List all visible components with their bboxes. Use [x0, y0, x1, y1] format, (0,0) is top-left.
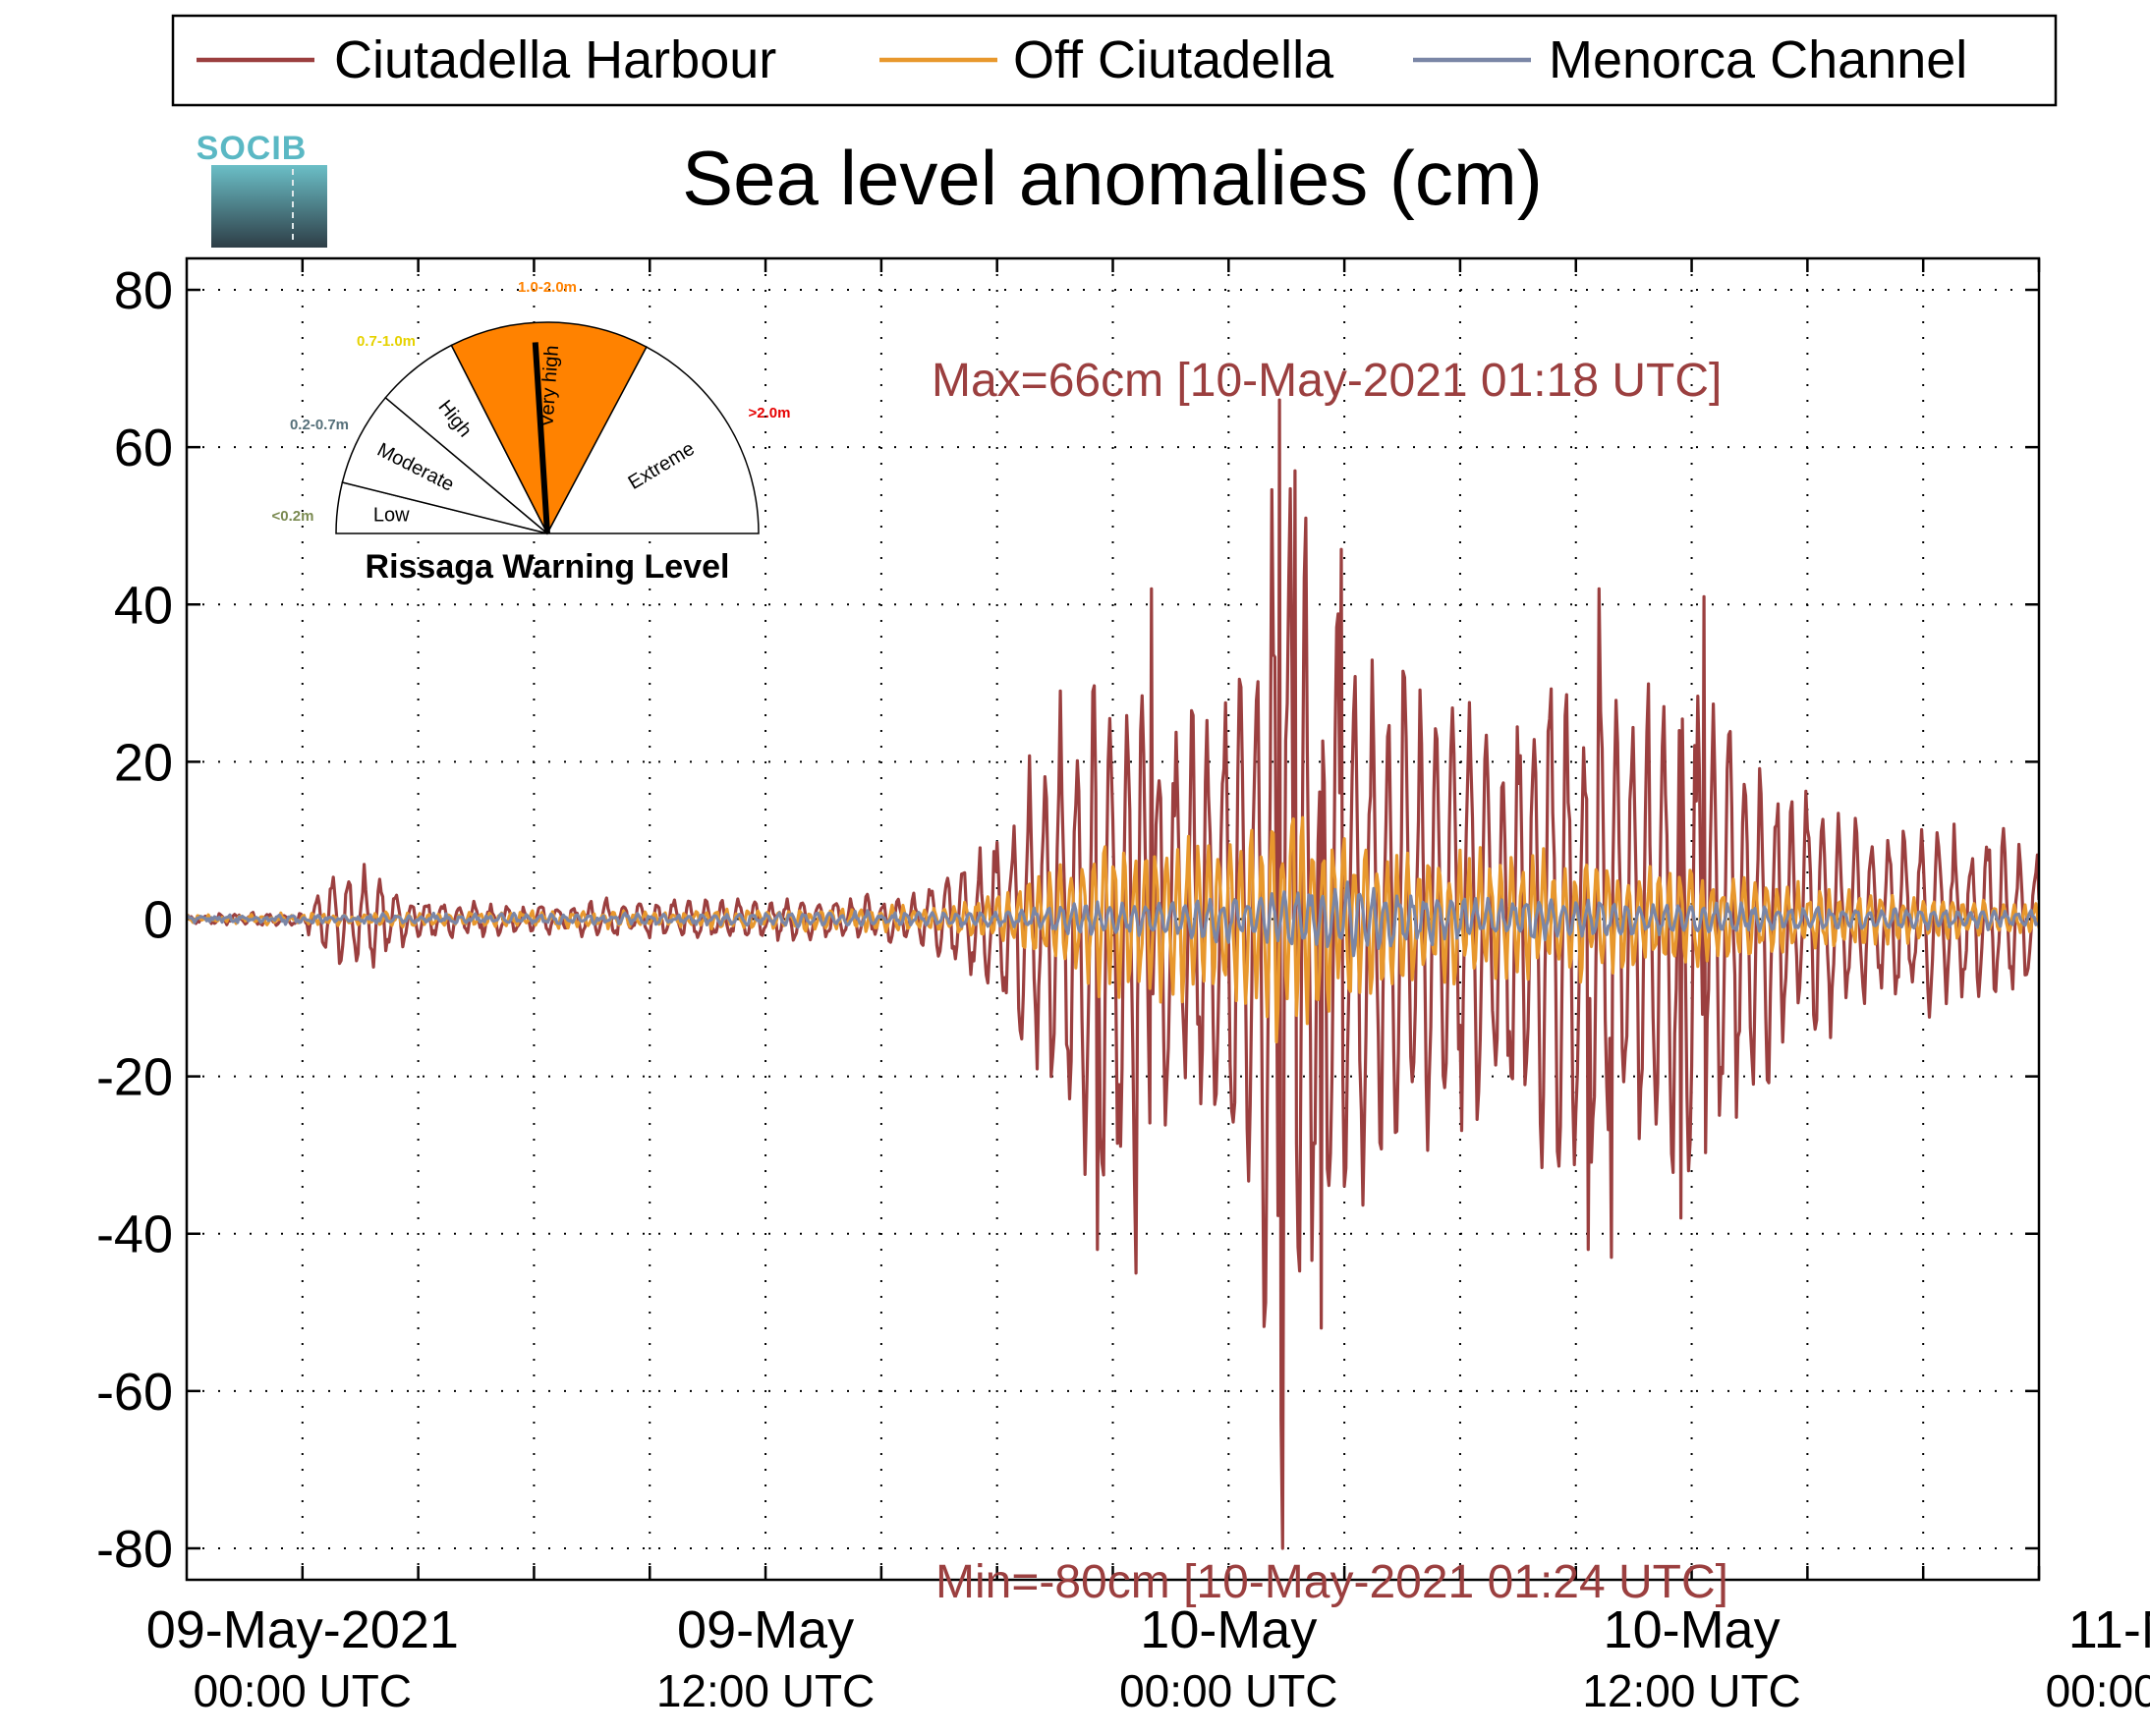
socib-logo: SOCIB: [197, 130, 327, 248]
x-tick-label-time: 12:00 UTC: [1582, 1665, 1800, 1716]
gauge-sector-extreme: [545, 346, 760, 534]
max-annotation: Max=66cm [10-May-2021 01:18 UTC]: [932, 355, 1722, 407]
x-tick-label-time: 00:00 UTC: [2046, 1665, 2150, 1716]
gauge-range-moderate: 0.2-0.7m: [290, 417, 349, 433]
gauge-sector-very-high: [450, 321, 648, 535]
x-tick-label-date: 09-May-2021: [146, 1600, 459, 1659]
gauge-label-low: Low: [373, 505, 410, 527]
min-annotation: Min=-80cm [10-May-2021 01:24 UTC]: [935, 1556, 1728, 1608]
x-tick-label-time: 00:00 UTC: [1119, 1665, 1337, 1716]
socib-logo-mark: [211, 165, 327, 248]
x-tick-label-date: 11-May: [2068, 1600, 2150, 1659]
gauge-range-extreme: >2.0m: [749, 405, 791, 421]
legend-label-menorca-channel: Menorca Channel: [1549, 30, 1967, 89]
gauge-range-low: <0.2m: [272, 508, 314, 525]
series-line-menorca-channel: [187, 880, 2039, 958]
x-axis: 09-May-2021 00:00 UTC 09-May 12:00 UTC 10-Ma…: [146, 258, 2150, 1716]
x-tick-label-date: 09-May: [677, 1600, 854, 1659]
chart-title: Sea level anomalies (cm): [682, 135, 1543, 221]
y-tick-label: -60: [96, 1363, 173, 1422]
gauge-range-high: 0.7-1.0m: [357, 333, 416, 350]
legend-label-off-ciutadella: Off Ciutadella: [1013, 30, 1334, 89]
gauge-range-very-high: 1.0-2.0m: [518, 279, 577, 296]
y-tick-label: 80: [114, 261, 173, 320]
series-layer: [187, 398, 2039, 1550]
plot-frame: [185, 256, 2041, 1582]
y-tick-label: 40: [114, 576, 173, 635]
legend-label-ciutadella-harbour: Ciutadella Harbour: [334, 30, 776, 89]
gauge-needle: [532, 342, 550, 534]
y-tick-label: 0: [143, 891, 173, 950]
y-tick-label: 60: [114, 419, 173, 477]
x-tick-label-date: 10-May: [1140, 1600, 1317, 1659]
socib-logo-text: SOCIB: [197, 130, 308, 167]
x-tick-label-date: 10-May: [1604, 1600, 1781, 1659]
x-tick-label-time: 00:00 UTC: [194, 1665, 412, 1716]
y-tick-label: -40: [96, 1205, 173, 1264]
legend: Ciutadella Harbour Off Ciutadella Menorc…: [171, 14, 2058, 107]
y-tick-label: -80: [96, 1520, 173, 1579]
x-tick-label-time: 12:00 UTC: [656, 1665, 875, 1716]
y-tick-label: 20: [114, 733, 173, 792]
y-tick-label: -20: [96, 1048, 173, 1107]
legend-box: [171, 14, 2058, 107]
y-axis: 80 60 40 20 0 -20 -40 -60 -80: [96, 261, 2039, 1579]
gauge-title: Rissaga Warning Level: [366, 548, 730, 586]
